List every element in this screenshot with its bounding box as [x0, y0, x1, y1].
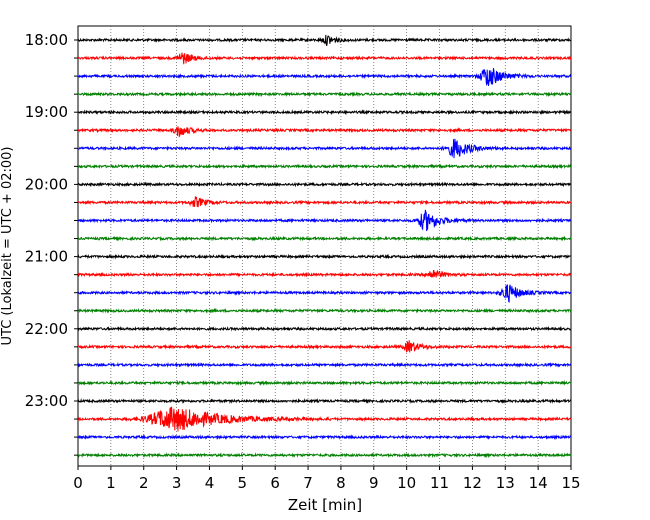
x-tick-label: 11 — [430, 474, 449, 492]
y-axis-ticks: 18:00 19:00 20:00 21:00 22:00 23:00 — [25, 31, 78, 456]
trace-2245 — [77, 379, 572, 387]
trace-2200 — [77, 325, 572, 332]
x-tick-label: 1 — [106, 474, 116, 492]
x-tick-label: 14 — [529, 474, 548, 492]
trace-2230 — [77, 361, 572, 368]
trace-2145 — [77, 307, 572, 314]
trace-2115 — [77, 269, 572, 278]
trace-2030 — [77, 209, 572, 232]
x-tick-label: 3 — [172, 474, 182, 492]
y-tick-label: 22:00 — [25, 320, 68, 338]
x-tick-label: 15 — [561, 474, 580, 492]
trace-2000 — [77, 181, 572, 188]
x-tick-label: 4 — [205, 474, 215, 492]
trace-2345 — [77, 452, 572, 459]
trace-2045 — [77, 235, 572, 242]
trace-1945 — [77, 163, 572, 170]
x-tick-label: 6 — [270, 474, 280, 492]
x-axis-label: Zeit [min] — [288, 496, 362, 514]
y-tick-label: 21:00 — [25, 248, 68, 266]
x-tick-label: 12 — [463, 474, 482, 492]
trace-1900 — [77, 109, 572, 116]
trace-2100 — [77, 253, 572, 260]
x-tick-label: 7 — [303, 474, 313, 492]
x-tick-label: 2 — [139, 474, 149, 492]
trace-2315 — [77, 406, 572, 432]
plot-frame — [77, 25, 572, 467]
y-tick-label: 20:00 — [25, 175, 68, 193]
trace-2300 — [77, 397, 572, 405]
x-tick-label: 8 — [336, 474, 346, 492]
y-tick-label: 23:00 — [25, 392, 68, 410]
trace-1800 — [77, 34, 572, 46]
x-tick-label: 10 — [397, 474, 416, 492]
x-tick-label: 5 — [238, 474, 248, 492]
grid-lines — [110, 26, 539, 466]
trace-2015 — [77, 196, 572, 208]
y-tick-label: 19:00 — [25, 103, 68, 121]
y-axis-label: UTC (Lokalzeit = UTC + 02:00) — [0, 147, 15, 346]
trace-1915 — [77, 126, 572, 138]
trace-1845 — [77, 91, 572, 98]
x-tick-label: 9 — [369, 474, 379, 492]
trace-2215 — [77, 340, 572, 353]
x-axis-ticks: 0 1 2 3 4 5 6 7 8 9 10 11 12 13 14 15 — [73, 466, 581, 492]
y-tick-label: 18:00 — [25, 31, 68, 49]
trace-1830 — [77, 68, 572, 86]
x-tick-label: 0 — [73, 474, 83, 492]
x-tick-label: 13 — [496, 474, 515, 492]
trace-2130 — [77, 284, 572, 303]
trace-1815 — [77, 52, 572, 65]
seismic-traces — [77, 34, 572, 459]
trace-1930 — [77, 138, 572, 159]
trace-2330 — [77, 434, 572, 441]
